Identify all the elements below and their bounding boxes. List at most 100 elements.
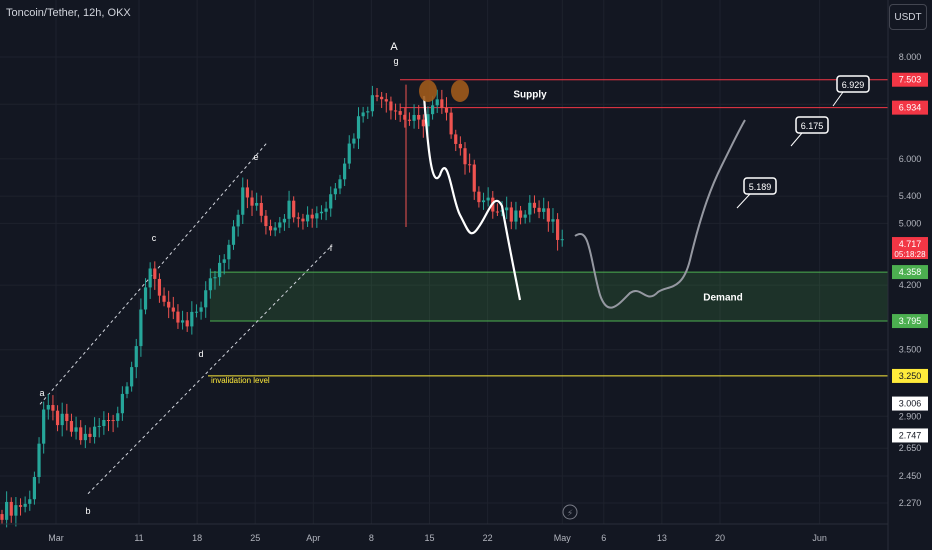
time-axis[interactable]: Mar 11 18 25 Apr 8 15 22 May 6 13 20 Jun <box>0 523 888 543</box>
time-tick: 25 <box>250 533 260 543</box>
candle-body <box>301 218 305 222</box>
target-box <box>836 75 870 93</box>
price-tick: 4.200 <box>899 280 922 290</box>
price-tag-value: 3.006 <box>899 399 922 409</box>
price-tag <box>892 428 928 443</box>
price-axis[interactable]: 2.270 2.450 2.650 2.900 3.500 4.200 5.000 5.400… <box>887 0 928 550</box>
target-value: 6.929 <box>842 80 865 90</box>
candle-body <box>171 307 175 312</box>
candle-body <box>245 187 249 198</box>
candle-body <box>468 164 472 166</box>
zones: Supply Demand invalidation level <box>208 79 888 385</box>
grey-projection <box>574 119 746 309</box>
candle-body <box>324 208 328 212</box>
target-box <box>743 177 777 195</box>
time-tick: Jun <box>812 533 827 543</box>
candle-body <box>130 367 134 387</box>
price-tick: 2.900 <box>899 411 922 421</box>
candle-body <box>296 217 300 219</box>
channel-upper <box>39 141 269 405</box>
candle-body <box>292 200 296 218</box>
candle-body <box>551 219 555 222</box>
price-tag <box>892 368 928 383</box>
candle-body <box>88 433 92 437</box>
wave-label-a: a <box>39 388 44 398</box>
candle-body <box>97 426 101 428</box>
candle-body <box>305 214 310 222</box>
candle-body <box>486 197 490 201</box>
time-tick: 15 <box>424 533 434 543</box>
candle-body <box>79 427 83 441</box>
candle-body <box>153 268 157 279</box>
candle-body <box>259 202 263 216</box>
candle-body <box>116 413 120 421</box>
price-tick: 5.400 <box>899 191 922 201</box>
candle-body <box>444 107 449 113</box>
countdown: 05:18:28 <box>894 250 926 259</box>
target-pointer <box>736 193 751 209</box>
wave-channel <box>39 141 333 495</box>
candle-body <box>236 214 240 227</box>
candle-body <box>106 419 111 421</box>
candle-body <box>231 226 236 245</box>
candle-body <box>393 110 398 112</box>
candle-body <box>134 346 138 368</box>
candle-body <box>9 501 13 516</box>
price-tick: 2.450 <box>899 471 922 481</box>
time-tick: 22 <box>483 533 493 543</box>
candle-body <box>430 105 435 115</box>
candle-body <box>42 409 46 444</box>
candle-body <box>338 179 342 189</box>
candle-body <box>264 215 268 227</box>
candle-body <box>518 210 523 218</box>
time-tick: 8 <box>369 533 374 543</box>
candle-body <box>157 278 162 296</box>
candle-body <box>375 95 379 97</box>
zone-fill <box>210 272 888 322</box>
price-tag-value: 4.358 <box>899 267 922 277</box>
price-tick: 2.270 <box>899 498 922 508</box>
price-tag-value: 3.250 <box>899 371 922 381</box>
candle-body <box>199 307 203 312</box>
candle-body <box>143 287 148 310</box>
candle-body <box>509 207 513 222</box>
candlesticks <box>0 84 564 528</box>
candle-body <box>250 197 254 206</box>
candle-body <box>120 393 124 414</box>
target-value: 6.175 <box>801 121 824 131</box>
candle-body <box>560 239 564 241</box>
candle-body <box>329 194 333 209</box>
price-tick: 5.000 <box>899 218 922 228</box>
price-tick: 8.000 <box>899 52 922 62</box>
candle-body <box>542 208 546 212</box>
candle-body <box>426 114 430 127</box>
candle-body <box>74 427 78 432</box>
candle-body <box>407 119 412 121</box>
price-tick: 2.650 <box>899 443 922 453</box>
demand-label: Demand <box>703 293 742 304</box>
wave-label-f: f <box>330 243 333 253</box>
candle-body <box>55 410 60 426</box>
candle-body <box>412 114 416 121</box>
price-tag <box>892 265 928 280</box>
currency-button[interactable]: USDT <box>889 4 927 30</box>
candle-body <box>495 211 500 213</box>
projection-paths <box>422 95 746 309</box>
candle-body <box>403 114 407 120</box>
candle-body <box>514 210 518 222</box>
candle-body <box>315 213 319 219</box>
candle-body <box>310 214 314 219</box>
invalidation-label: invalidation level <box>211 376 270 385</box>
candle-body <box>23 503 27 507</box>
candle-body <box>282 218 287 223</box>
price-tag-value: 3.795 <box>899 316 922 326</box>
candle-body <box>454 134 458 144</box>
candle-body <box>287 200 291 219</box>
candle-body <box>37 443 41 478</box>
candle-body <box>125 386 129 394</box>
price-tag-value: 7.503 <box>899 75 922 85</box>
price-tag <box>892 100 928 115</box>
candle-body <box>421 119 425 127</box>
price-tag-value: 4.717 <box>899 239 922 249</box>
